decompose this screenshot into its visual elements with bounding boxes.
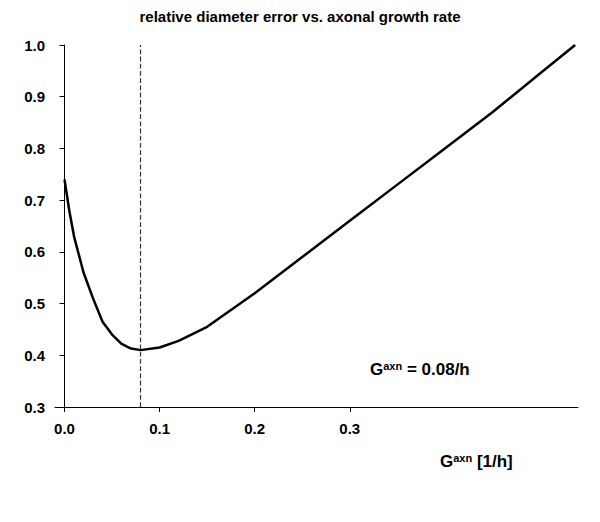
- svg-text:axn: axn: [383, 360, 402, 372]
- svg-text:axn: axn: [453, 452, 472, 464]
- svg-text:G: G: [370, 360, 383, 379]
- svg-text:0.8: 0.8: [24, 140, 45, 157]
- svg-text:0.2: 0.2: [244, 420, 265, 437]
- svg-text:0.7: 0.7: [24, 192, 45, 209]
- svg-text:0.9: 0.9: [24, 88, 45, 105]
- svg-text:0.5: 0.5: [24, 295, 45, 312]
- svg-text:0.3: 0.3: [339, 420, 360, 437]
- svg-text:0.6: 0.6: [24, 243, 45, 260]
- svg-text:0.1: 0.1: [149, 420, 170, 437]
- svg-text:= 0.08/h: = 0.08/h: [402, 360, 470, 379]
- svg-text:0.0: 0.0: [54, 420, 75, 437]
- svg-text:G: G: [440, 452, 453, 471]
- svg-text:relative diameter error vs. ax: relative diameter error vs. axonal growt…: [140, 8, 461, 25]
- svg-text:[1/h]: [1/h]: [472, 452, 513, 471]
- svg-text:0.4: 0.4: [24, 347, 46, 364]
- svg-text:0.3: 0.3: [24, 399, 45, 416]
- svg-text:1.0: 1.0: [24, 37, 45, 54]
